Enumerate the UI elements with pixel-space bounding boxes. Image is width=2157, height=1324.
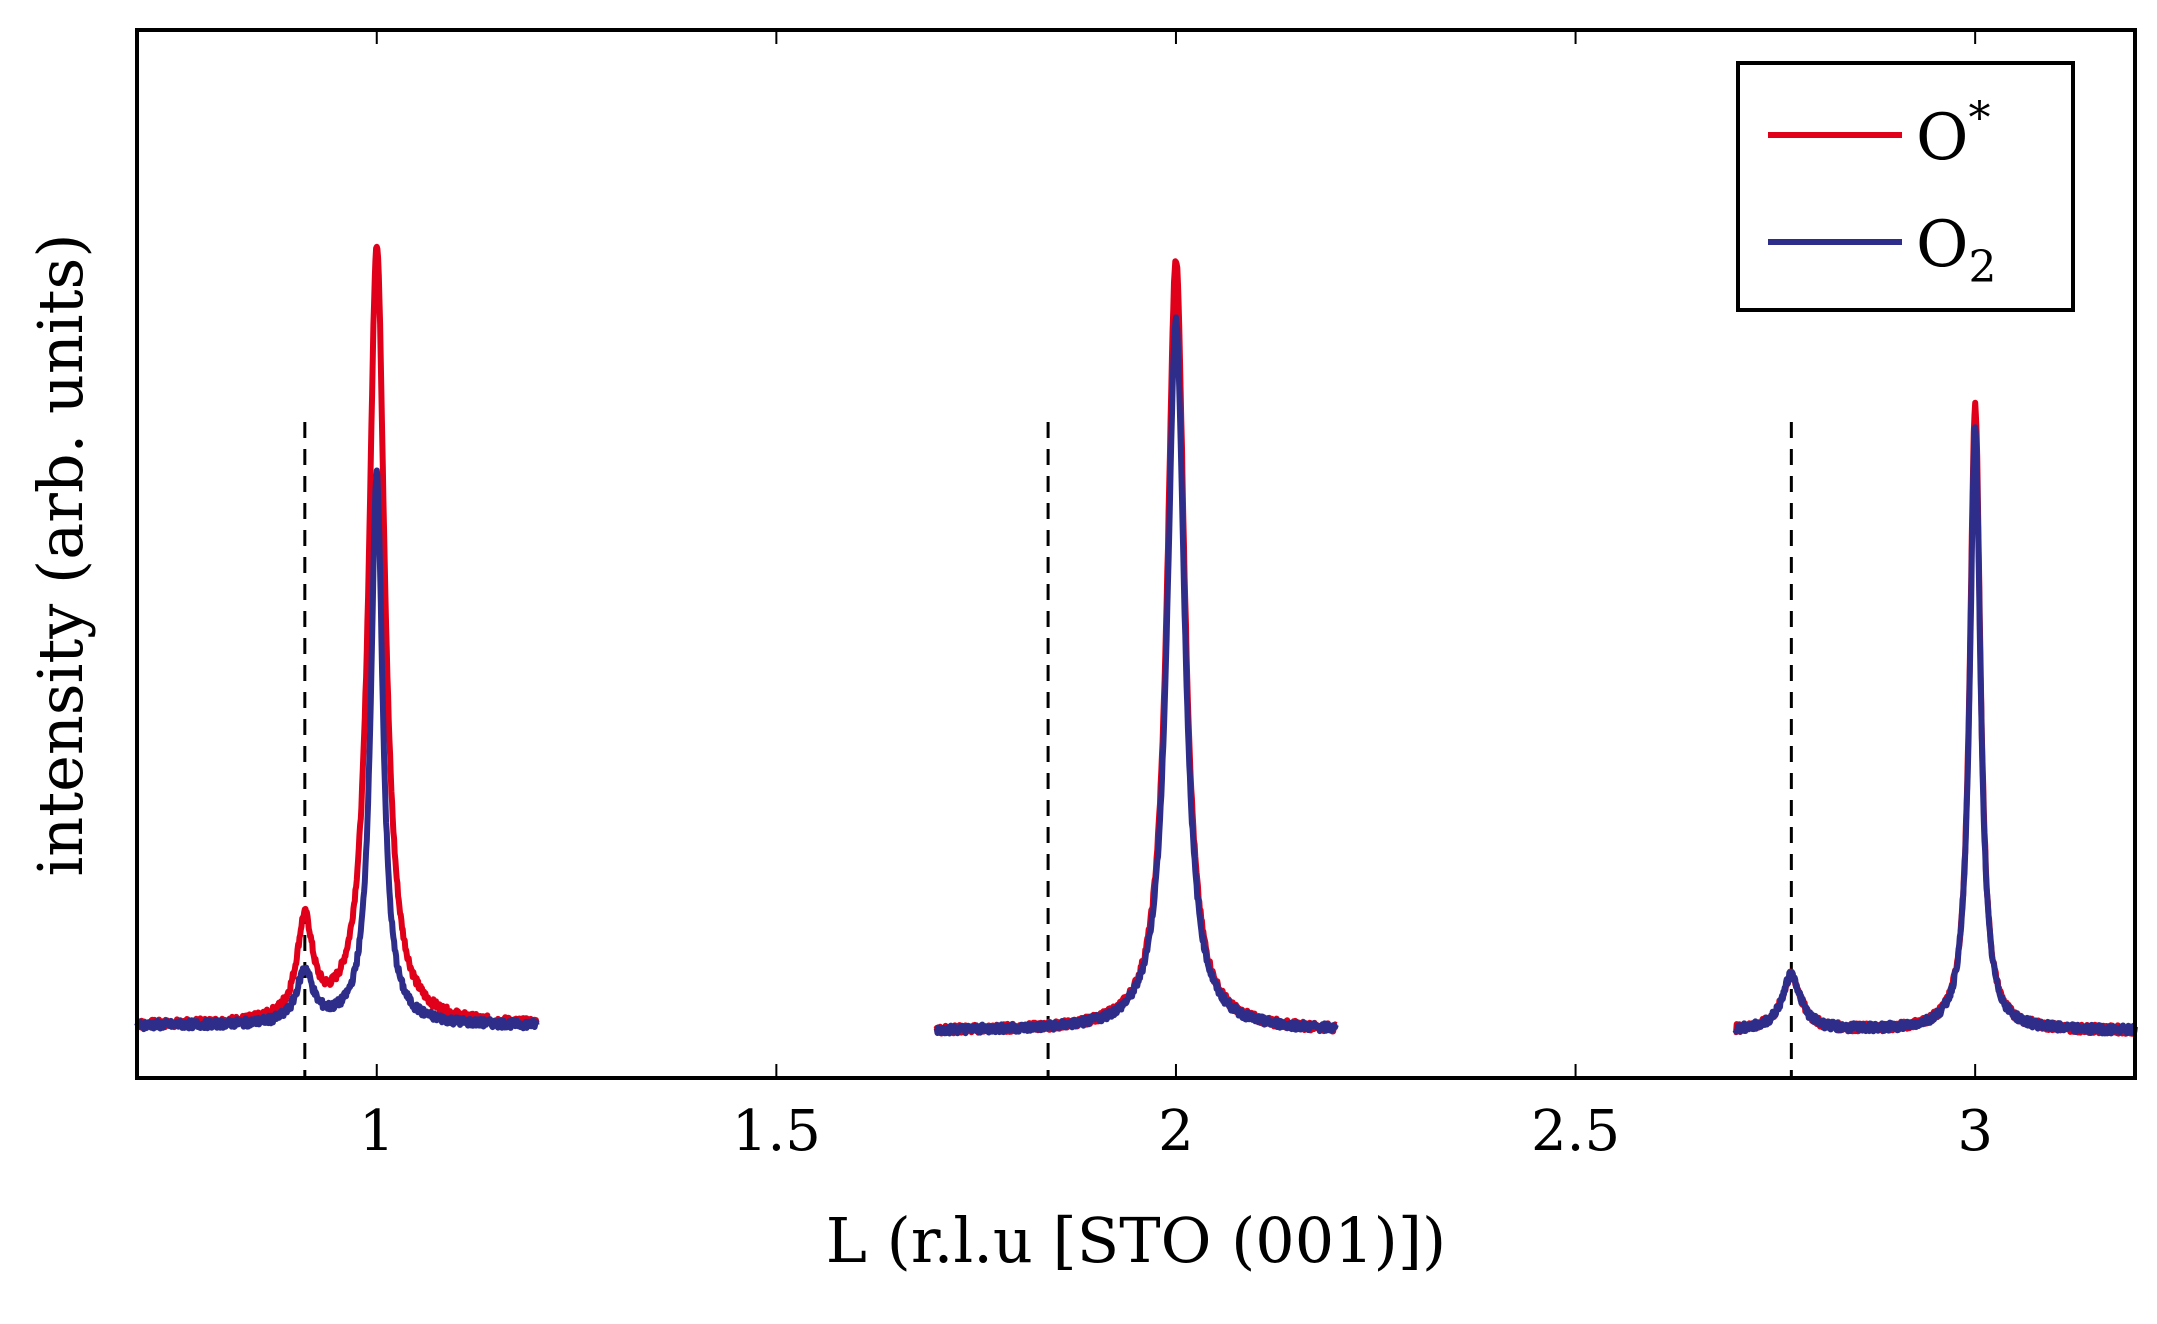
series-layer <box>134 243 2138 1037</box>
legend-box <box>1736 61 2075 312</box>
series-line-O2 <box>134 467 540 1033</box>
legend: O* O2 <box>1736 61 2075 312</box>
x-tick-label: 2.5 <box>1531 1099 1620 1164</box>
legend-label: O* <box>1916 93 1990 175</box>
x-tick-label: 3 <box>1957 1099 1993 1164</box>
x-tick-label: 1 <box>359 1099 395 1164</box>
series-line-O2 <box>1732 424 2138 1037</box>
y-axis-title: intensity (arb. units) <box>24 233 97 876</box>
x-tick-label: 1.5 <box>732 1099 821 1164</box>
x-tick-label: 2 <box>1158 1099 1194 1164</box>
series-line-O2 <box>933 314 1339 1037</box>
plot-frame <box>135 28 2137 1080</box>
legend-label: O2 <box>1916 208 1996 293</box>
x-axis-title: L (r.l.u [STO (001)]) <box>826 1204 1446 1277</box>
x-ticks: 1 1.5 2 2.5 3 <box>359 30 1993 1164</box>
